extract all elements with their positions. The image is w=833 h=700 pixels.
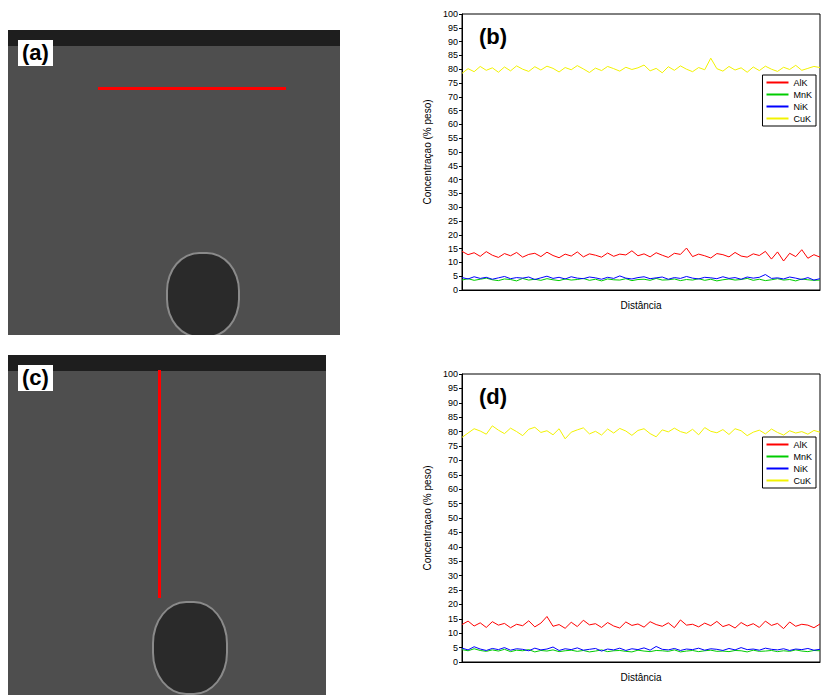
svg-text:AlK: AlK: [793, 78, 807, 88]
svg-text:100: 100: [443, 9, 458, 19]
svg-text:20: 20: [448, 599, 458, 609]
svg-text:(b): (b): [479, 24, 507, 49]
svg-text:15: 15: [448, 614, 458, 624]
svg-text:NiK: NiK: [793, 464, 808, 474]
svg-text:40: 40: [448, 542, 458, 552]
svg-text:AlK: AlK: [793, 440, 807, 450]
html-text:(c): (c): [22, 365, 49, 390]
svg-text:10: 10: [448, 628, 458, 638]
svg-text:85: 85: [448, 50, 458, 60]
svg-text:80: 80: [448, 64, 458, 74]
svg-text:100: 100: [443, 369, 458, 379]
svg-text:Distância: Distância: [620, 300, 662, 311]
svg-text:60: 60: [448, 484, 458, 494]
html-text:(a): (a): [22, 40, 49, 65]
svg-text:50: 50: [448, 513, 458, 523]
svg-text:70: 70: [448, 92, 458, 102]
svg-text:Concentraçao (% peso): Concentraçao (% peso): [422, 99, 433, 204]
svg-text:MnK: MnK: [793, 452, 812, 462]
svg-text:35: 35: [448, 188, 458, 198]
svg-text:65: 65: [448, 470, 458, 480]
svg-text:65: 65: [448, 106, 458, 116]
svg-text:0: 0: [453, 657, 458, 667]
svg-text:75: 75: [448, 441, 458, 451]
svg-text:Concentraçao (% peso): Concentraçao (% peso): [422, 465, 433, 570]
svg-text:MnK: MnK: [793, 90, 812, 100]
svg-text:25: 25: [448, 585, 458, 595]
svg-text:10: 10: [448, 257, 458, 267]
svg-text:30: 30: [448, 202, 458, 212]
svg-text:CuK: CuK: [793, 476, 811, 486]
svg-text:Distância: Distância: [620, 672, 662, 683]
svg-text:CuK: CuK: [793, 114, 811, 124]
svg-text:0: 0: [453, 285, 458, 295]
svg-text:90: 90: [448, 37, 458, 47]
svg-text:30: 30: [448, 571, 458, 581]
svg-text:85: 85: [448, 412, 458, 422]
svg-text:90: 90: [448, 398, 458, 408]
svg-text:20: 20: [448, 230, 458, 240]
svg-text:25: 25: [448, 216, 458, 226]
svg-text:40: 40: [448, 175, 458, 185]
svg-text:55: 55: [448, 499, 458, 509]
svg-text:15: 15: [448, 244, 458, 254]
svg-text:95: 95: [448, 23, 458, 33]
svg-text:75: 75: [448, 78, 458, 88]
svg-text:5: 5: [453, 643, 458, 653]
svg-text:35: 35: [448, 556, 458, 566]
svg-text:5: 5: [453, 271, 458, 281]
svg-text:55: 55: [448, 133, 458, 143]
svg-text:95: 95: [448, 383, 458, 393]
svg-text:80: 80: [448, 427, 458, 437]
svg-text:(d): (d): [479, 384, 507, 409]
svg-text:45: 45: [448, 161, 458, 171]
svg-text:45: 45: [448, 527, 458, 537]
svg-text:70: 70: [448, 455, 458, 465]
svg-text:50: 50: [448, 147, 458, 157]
svg-text:NiK: NiK: [793, 102, 808, 112]
svg-text:60: 60: [448, 119, 458, 129]
